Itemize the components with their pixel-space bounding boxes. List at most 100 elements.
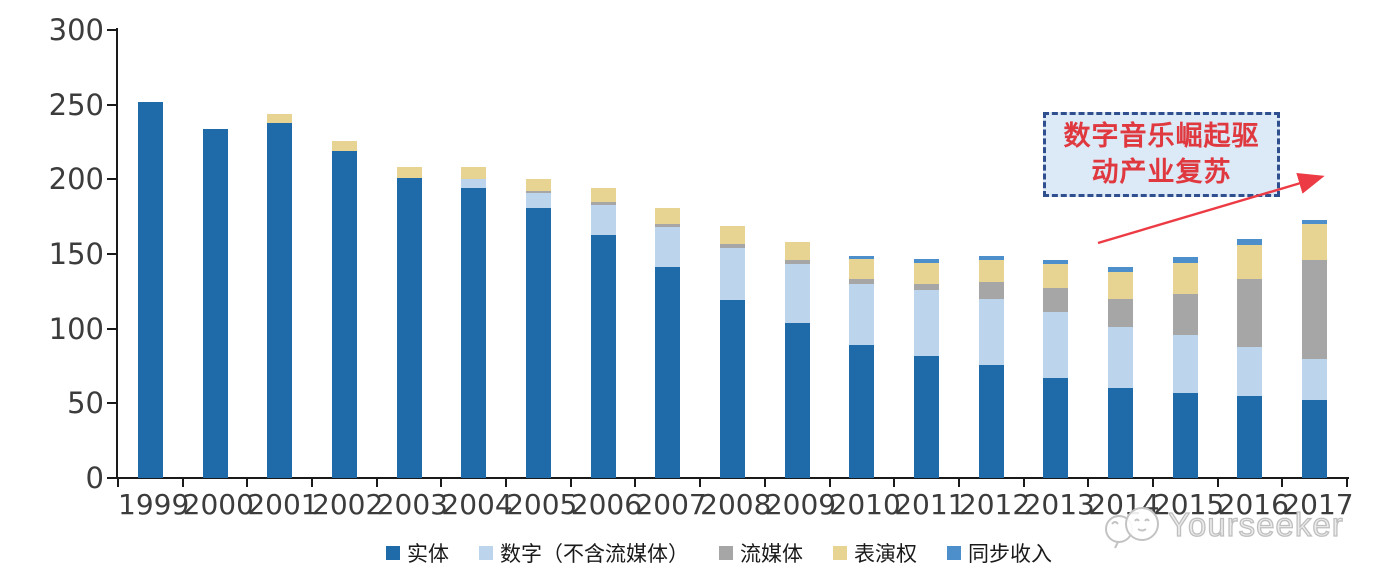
chart-legend: 实体 数字（不含流媒体） 流媒体 表演权 同步收入 [0,538,1398,568]
bar-2003 [396,167,422,478]
bar-segment-physical-2002 [331,150,357,478]
bar-2005 [525,179,551,478]
bar-segment-streaming-2017 [1302,260,1328,359]
bar-segment-physical-2005 [525,207,551,478]
x-axis-category-label: 1999 [118,488,190,521]
legend-item-physical: 实体 [386,538,449,568]
x-axis-tick [246,478,249,487]
x-axis-category-label: 2010 [829,488,901,521]
bar-segment-performance-rights-2002 [331,140,357,151]
y-axis-tick-label: 0 [85,461,104,495]
bar-segment-performance-rights-2008 [720,225,745,244]
bar-segment-performance-rights-2005 [525,179,551,192]
bar-segment-streaming-2014 [1108,298,1134,328]
x-axis-category-label: 2007 [635,488,707,521]
x-axis-tick [957,478,960,487]
x-axis-category-label: 2015 [1152,488,1225,521]
bar-2001 [267,113,293,478]
bar-segment-sync-revenue-2015 [1172,257,1198,263]
legend-label-physical: 实体 [407,543,449,566]
bar-segment-physical-2010 [849,345,875,478]
x-axis-category-label: 2003 [376,488,448,521]
bar-segment-streaming-2016 [1237,279,1263,347]
bar-segment-performance-rights-2009 [784,242,810,260]
annotation-box: 数字音乐崛起驱 动产业复苏 [1043,112,1280,197]
legend-item-digital-excl-streaming: 数字（不含流媒体） [479,538,689,568]
legend-swatch-physical-icon [386,546,400,560]
x-axis-category-label: 2017 [1282,488,1354,521]
legend-label-digital-excl-streaming: 数字（不含流媒体） [500,543,689,566]
legend-swatch-performance-rights-icon [833,546,847,560]
x-axis-category-label: 2002 [312,488,384,521]
watermark-text: Yourseeker [1167,505,1344,543]
bar-segment-physical-2003 [396,177,422,478]
bar-segment-physical-1999 [137,101,163,478]
bar-segment-performance-rights-2012 [978,260,1004,283]
x-axis-tick [634,478,637,487]
x-axis-tick [699,478,702,487]
x-axis-tick [311,478,314,487]
x-axis-tick [893,478,896,487]
x-axis-category-label: 2008 [700,488,772,521]
y-axis-tick-label: 100 [48,311,104,346]
bar-segment-streaming-2010 [849,279,875,284]
watermark: Yourseeker [1098,500,1344,550]
x-axis-line [116,477,1349,479]
x-axis-tick [117,478,119,487]
bar-1999 [137,101,163,478]
bar-segment-digital-excl-streaming-2011 [914,289,940,356]
annotation-line2: 动产业复苏 [1091,156,1232,187]
y-axis-tick [107,477,116,479]
bar-2013 [1043,260,1069,478]
x-axis-category-label: 2013 [1023,488,1095,521]
bar-segment-physical-2004 [461,188,487,478]
x-axis-tick [1216,478,1219,487]
bar-segment-streaming-2006 [590,201,616,205]
x-axis-category-label: 2001 [247,488,319,521]
bar-segment-physical-2013 [1043,377,1069,478]
bar-segment-performance-rights-2007 [655,207,681,225]
plot-area [118,30,1347,478]
bar-segment-streaming-2008 [720,243,745,249]
y-axis-tick [107,178,116,181]
x-axis-category-label: 2000 [182,488,254,521]
x-axis-category-label: 2006 [570,488,643,521]
y-axis-tick [107,29,116,31]
bar-2011 [914,258,940,478]
y-axis-tick-label: 200 [48,162,104,197]
bar-segment-digital-excl-streaming-2012 [978,298,1004,365]
bar-segment-sync-revenue-2014 [1108,267,1134,272]
y-axis-tick [107,103,116,106]
bar-segment-physical-2015 [1172,392,1198,478]
annotation-line1: 数字音乐崛起驱 [1063,121,1260,152]
x-axis-tick [505,478,508,487]
bar-2007 [655,207,681,478]
bar-segment-performance-rights-2003 [396,167,422,178]
x-axis-category-label: 2004 [441,488,513,521]
bar-segment-physical-2012 [978,364,1004,478]
x-axis-tick [763,478,766,487]
bar-2006 [590,188,616,478]
bar-2015 [1172,257,1198,478]
legend-item-sync-revenue: 同步收入 [947,538,1052,568]
x-axis-tick [375,478,378,487]
bar-2000 [202,128,228,478]
bar-segment-physical-2000 [202,128,228,478]
bar-2016 [1237,239,1263,478]
bar-segment-streaming-2007 [655,224,681,228]
bar-2008 [720,225,745,478]
x-axis-category-label: 2005 [506,488,578,521]
bar-segment-digital-excl-streaming-2015 [1172,334,1198,393]
bar-segment-digital-excl-streaming-2005 [525,192,551,208]
bar-segment-digital-excl-streaming-2010 [849,283,875,346]
y-axis-tick [107,327,116,330]
x-axis-category-label: 2016 [1217,488,1289,521]
legend-swatch-streaming-icon [719,546,733,560]
bar-segment-sync-revenue-2017 [1302,219,1328,225]
bar-segment-digital-excl-streaming-2017 [1302,358,1328,401]
x-axis-category-label: 2009 [764,488,837,521]
bar-segment-streaming-2011 [914,283,940,290]
legend-label-streaming: 流媒体 [740,543,803,566]
bar-2010 [849,255,875,478]
